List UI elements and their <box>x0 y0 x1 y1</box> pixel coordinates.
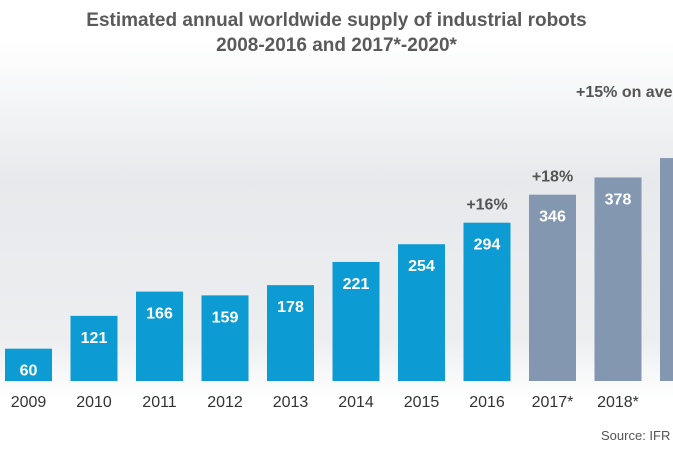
bar-2011 <box>136 291 183 381</box>
x-tick-label: 2017* <box>532 394 574 411</box>
chart-title: Estimated annual worldwide supply of ind… <box>86 10 587 31</box>
average-growth-note: +15% on ave <box>576 84 673 101</box>
bar-value-label: 159 <box>212 309 239 326</box>
growth-annotation: +18% <box>532 169 573 186</box>
bar-value-label: 254 <box>408 258 435 275</box>
growth-annotation: +16% <box>466 197 507 214</box>
chart-subtitle: 2008-2016 and 2017*-2020* <box>216 35 457 56</box>
bar-value-label: 294 <box>474 237 501 254</box>
x-tick-label: 2011 <box>142 394 177 411</box>
x-tick-label: 2016 <box>469 394 505 411</box>
bar-2018-forecast <box>594 177 642 381</box>
bar-value-label: 121 <box>81 330 108 347</box>
x-tick-label: 2012 <box>207 394 243 411</box>
bar-value-label: 378 <box>605 191 632 208</box>
x-tick-label: 2013 <box>273 394 309 411</box>
x-tick-label: 2014 <box>338 394 374 411</box>
bar-2017-forecast <box>529 194 576 381</box>
bar-value-label: 166 <box>146 306 173 323</box>
bar-2014 <box>332 261 380 381</box>
x-tick-label: 2015 <box>404 394 440 411</box>
bar-2013 <box>267 285 314 381</box>
bar-2015 <box>398 244 445 381</box>
bar-2009 <box>5 348 52 381</box>
x-tick-label: 2010 <box>76 394 112 411</box>
x-tick-label: 2018* <box>597 394 639 411</box>
x-tick-label: 2009 <box>11 394 47 411</box>
bar-value-label: 221 <box>343 276 370 293</box>
bar-value-label: 178 <box>277 299 304 316</box>
bar-2010 <box>70 315 118 381</box>
bar-value-label: 346 <box>539 209 566 226</box>
bar-20 <box>660 158 673 381</box>
bar-value-label: 60 <box>20 363 38 380</box>
source-note: Source: IFR <box>601 428 671 443</box>
bar-2016 <box>463 222 511 381</box>
bar-2012 <box>201 295 249 381</box>
